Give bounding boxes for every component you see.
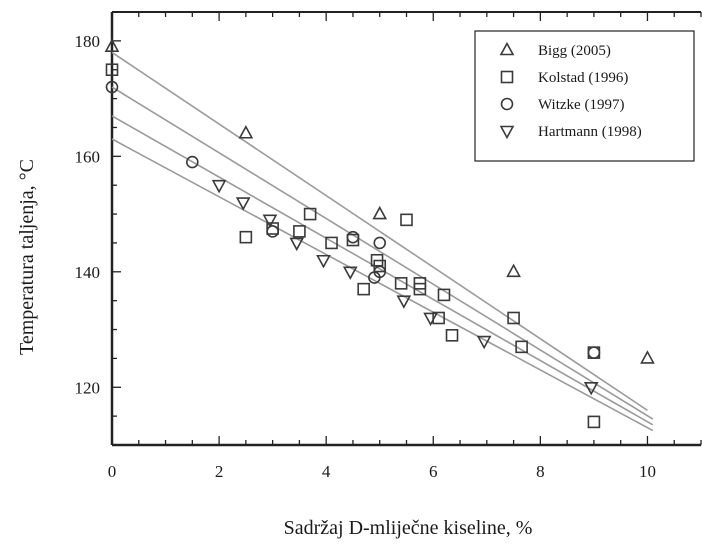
data-point-series-0 — [238, 125, 254, 139]
y-axis-label: Temperatura taljenja, °C — [16, 159, 38, 355]
x-tick-label: 8 — [536, 462, 545, 481]
data-point-series-2 — [105, 80, 119, 94]
data-point-series-2 — [346, 230, 360, 244]
x-axis-label: Sadržaj D-mliječne kiseline, % — [284, 517, 533, 539]
data-point-series-1 — [515, 340, 528, 354]
legend-label: Hartmann (1998) — [538, 124, 642, 140]
data-point-series-3 — [423, 312, 438, 327]
data-point-series-1 — [394, 277, 408, 290]
data-point-series-1 — [293, 225, 306, 238]
data-point-series-1 — [105, 63, 119, 77]
data-point-series-1 — [357, 282, 370, 296]
fit-line — [111, 138, 654, 432]
data-point-series-1 — [325, 236, 338, 250]
legend-marker — [500, 97, 514, 111]
legend-label: Kolstad (1996) — [538, 70, 628, 86]
data-point-series-1 — [587, 415, 601, 429]
data-point-series-1 — [445, 329, 459, 342]
legend: Bigg (2005) Kolstad (1996) Witzke (1997) Ha… — [474, 30, 695, 162]
data-point-series-2 — [373, 236, 387, 250]
data-point-series-3 — [396, 295, 412, 309]
y-tick-label: 140 — [75, 263, 101, 282]
data-point-series-3 — [235, 197, 251, 211]
data-point-series-1 — [413, 282, 427, 296]
fit-line — [111, 86, 654, 420]
data-point-series-3 — [289, 237, 305, 252]
plot-frame — [110, 11, 702, 447]
data-point-series-2 — [587, 346, 601, 359]
x-tick-label: 6 — [429, 462, 438, 481]
data-point-series-1 — [400, 213, 413, 227]
y-tick-label: 160 — [75, 147, 101, 166]
x-tick-label: 0 — [108, 462, 117, 481]
data-point-series-3 — [316, 254, 331, 269]
data-point-series-3 — [262, 214, 278, 229]
y-tick-label: 180 — [75, 32, 101, 51]
fit-lines — [111, 51, 654, 432]
data-point-series-1 — [303, 207, 317, 221]
data-point-series-0 — [372, 205, 388, 220]
legend-marker — [499, 41, 515, 56]
fit-line — [111, 51, 648, 412]
data-point-series-1 — [437, 288, 451, 302]
legend-marker — [500, 70, 514, 84]
data-point-series-2 — [266, 225, 279, 238]
data-point-series-0 — [104, 38, 120, 52]
data-point-series-3 — [476, 335, 492, 350]
x-axis-ticks: 0 2 4 6 8 10 — [108, 462, 656, 481]
data-point-series-1 — [507, 311, 520, 325]
x-tick-label: 4 — [322, 462, 331, 481]
data-point-series-2 — [373, 265, 387, 279]
legend-label: Witzke (1997) — [538, 97, 624, 113]
data-point-series-1 — [432, 311, 445, 325]
fit-line — [111, 115, 654, 426]
legend-label: Bigg (2005) — [538, 43, 611, 59]
data-point-series-1 — [239, 230, 253, 244]
legend-marker — [499, 125, 515, 140]
y-tick-label: 120 — [75, 378, 101, 397]
data-point-series-3 — [583, 381, 599, 396]
x-tick-label: 2 — [215, 462, 224, 481]
data-point-series-1 — [373, 259, 387, 273]
data-point-series-3 — [342, 266, 358, 280]
data-point-series-0 — [640, 350, 655, 364]
x-tick-label: 10 — [639, 462, 656, 481]
data-point-series-2 — [186, 155, 199, 169]
y-axis-ticks: 120 140 160 180 — [75, 32, 101, 397]
data-point-series-0 — [506, 263, 521, 278]
data-points — [104, 38, 655, 429]
data-point-series-3 — [211, 179, 227, 194]
